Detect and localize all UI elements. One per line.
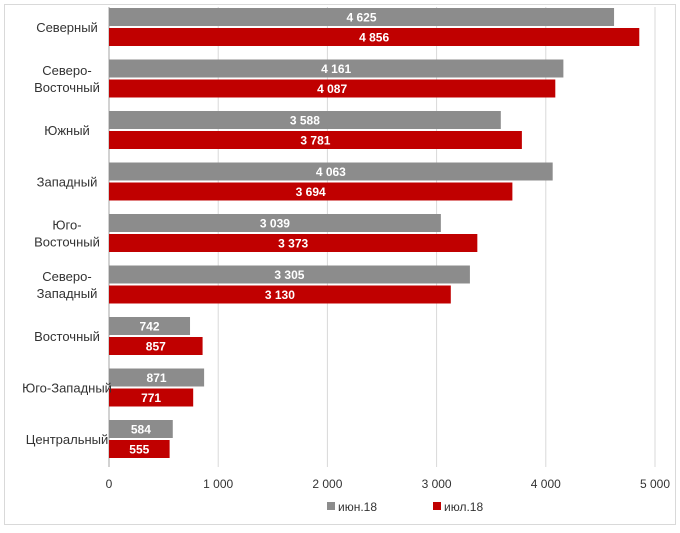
x-tick-label: 1 000 <box>203 477 233 491</box>
data-label: 584 <box>131 423 151 437</box>
x-tick-label: 4 000 <box>531 477 561 491</box>
category-label-line: Юго-Западный <box>22 381 112 396</box>
bar[interactable] <box>109 285 451 304</box>
bar[interactable] <box>109 28 640 46</box>
data-label: 4 856 <box>359 31 389 45</box>
data-label: 771 <box>141 391 161 405</box>
category-label: Южный <box>44 123 90 138</box>
legend-swatch <box>327 502 335 510</box>
x-tick-label: 0 <box>106 477 113 491</box>
data-label: 857 <box>146 340 166 354</box>
bar[interactable] <box>109 420 173 438</box>
category-label: Западный <box>37 175 98 190</box>
bar[interactable] <box>109 111 501 129</box>
category-label-line: Южный <box>44 123 90 138</box>
data-label: 3 373 <box>278 237 308 251</box>
data-label: 871 <box>147 371 167 385</box>
data-label: 4 087 <box>317 82 347 96</box>
category-label: Восточный <box>34 329 100 344</box>
legend-label: июл.18 <box>444 500 483 514</box>
category-label-line: Северный <box>36 20 98 35</box>
data-label: 4 625 <box>347 11 377 25</box>
category-label: Северо- Восточный <box>34 63 100 95</box>
bar[interactable] <box>109 131 522 149</box>
bar[interactable] <box>109 234 478 252</box>
data-label: 4 161 <box>321 62 351 76</box>
bar[interactable] <box>109 79 556 98</box>
category-label-line: Северо- <box>42 269 91 284</box>
category-label-line: Восточный <box>34 329 100 344</box>
category-label: Юго- Восточный <box>34 218 100 250</box>
data-label: 3 305 <box>274 268 304 282</box>
bar[interactable] <box>109 388 194 407</box>
category-label-line: Северо- <box>42 63 91 78</box>
bar[interactable] <box>109 8 615 26</box>
category-label: Северо- Западный <box>37 269 98 301</box>
chart: 4 625 4 856 Северный 4 161 4 087 Северо- Восто… <box>4 4 676 525</box>
data-label: 555 <box>129 443 149 457</box>
category-label-line: Западный <box>37 175 98 190</box>
legend-label: июн.18 <box>338 500 377 514</box>
x-tick-label: 2 000 <box>312 477 342 491</box>
category-label-line: Восточный <box>34 235 100 250</box>
category-label-line: Юго- <box>52 218 81 233</box>
x-tick-label: 5 000 <box>640 477 670 491</box>
category-label-line: Западный <box>37 286 98 301</box>
category-label-line: Восточный <box>34 80 100 95</box>
bar[interactable] <box>109 214 441 232</box>
data-label: 3 694 <box>296 185 326 199</box>
data-label: 3 130 <box>265 288 295 302</box>
bar-chart: 4 625 4 856 Северный 4 161 4 087 Северо- Восто… <box>22 7 670 514</box>
data-label: 3 781 <box>300 134 330 148</box>
bar[interactable] <box>109 162 553 181</box>
bar[interactable] <box>109 182 513 201</box>
bar[interactable] <box>109 337 203 355</box>
category-label: Юго-Западный <box>22 381 112 396</box>
bar[interactable] <box>109 265 470 284</box>
data-label: 4 063 <box>316 165 346 179</box>
bar[interactable] <box>109 440 170 458</box>
data-label: 3 588 <box>290 114 320 128</box>
category-label: Северный <box>36 20 98 35</box>
data-label: 742 <box>139 320 159 334</box>
category-label-line: Центральный <box>26 432 109 447</box>
category-label: Центральный <box>26 432 109 447</box>
bar[interactable] <box>109 368 205 387</box>
bar[interactable] <box>109 59 564 78</box>
data-label: 3 039 <box>260 217 290 231</box>
x-tick-label: 3 000 <box>422 477 452 491</box>
bar[interactable] <box>109 317 191 335</box>
legend-swatch <box>433 502 441 510</box>
